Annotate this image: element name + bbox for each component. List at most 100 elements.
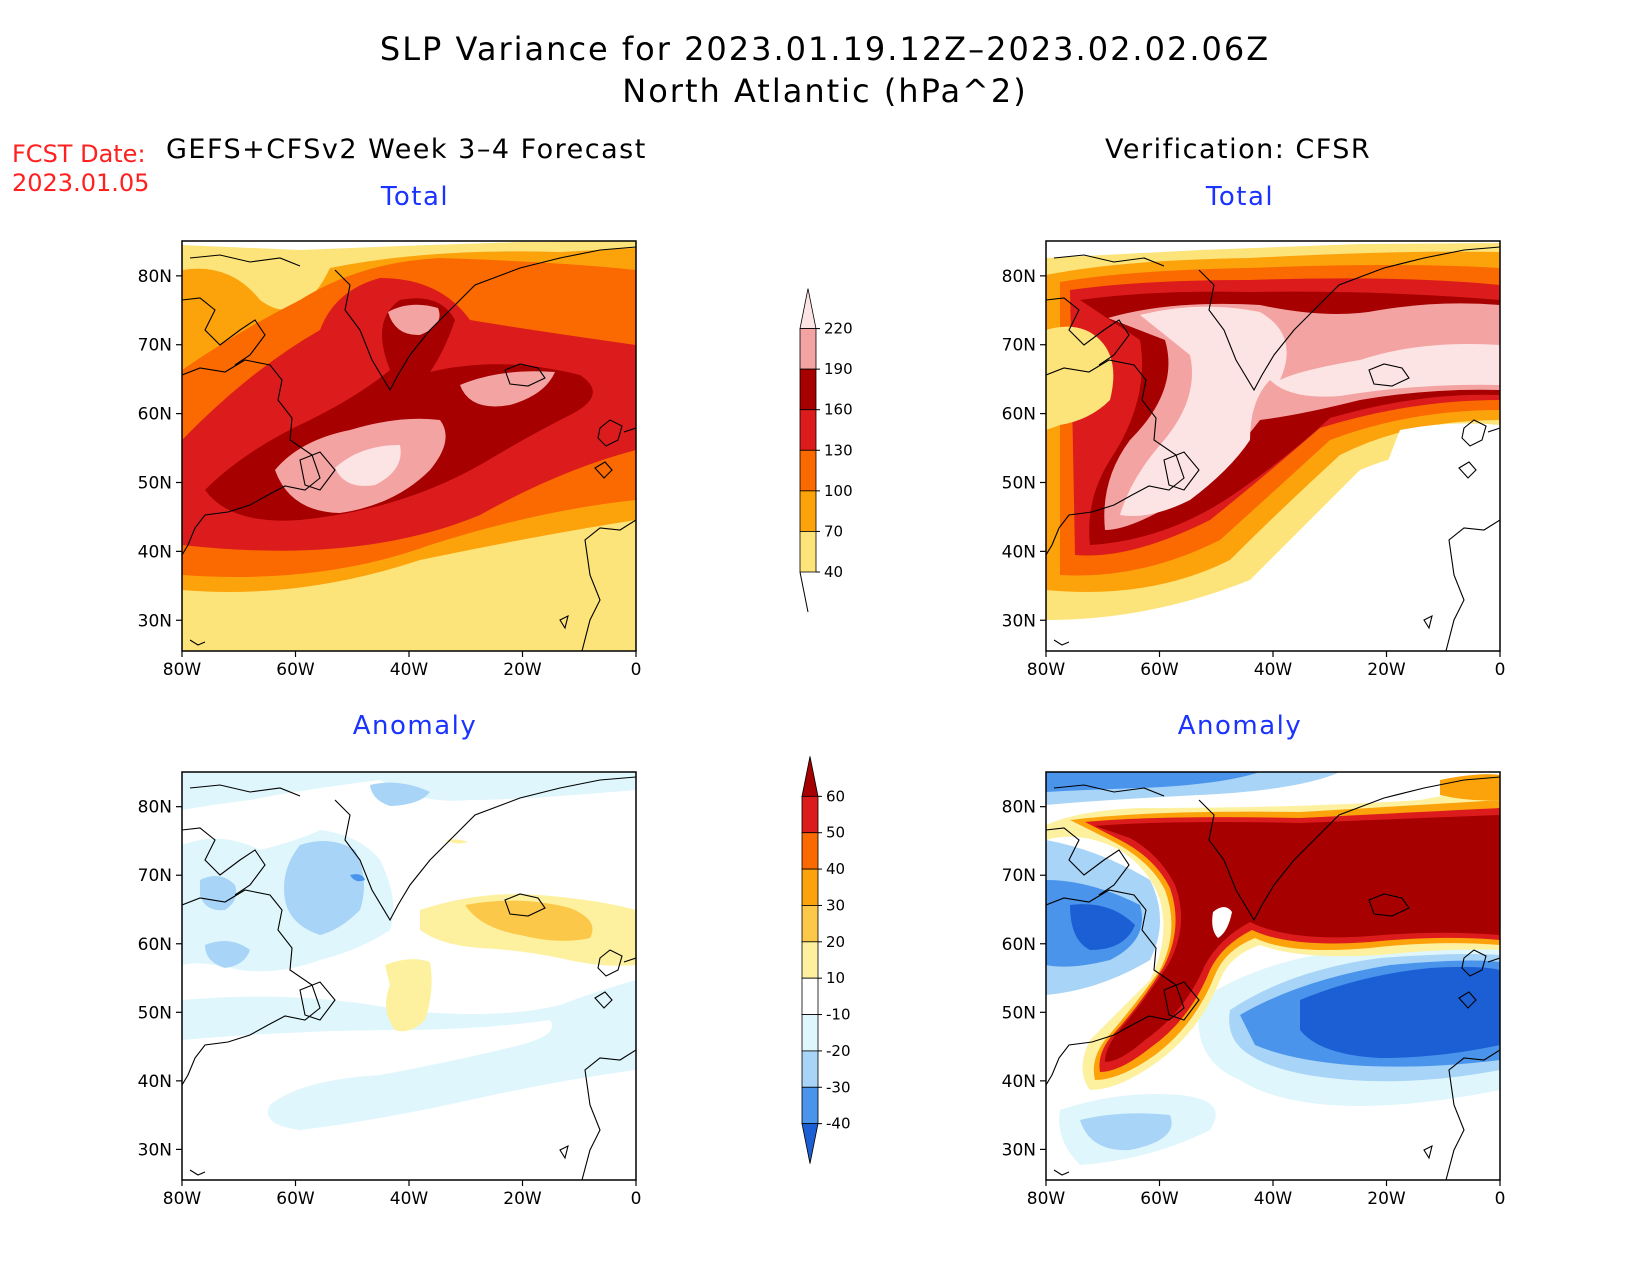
forecast-total-title: Total — [380, 182, 450, 212]
forecast-anomaly-title: Anomaly — [352, 711, 478, 741]
lon-tick-label: 60W — [1140, 660, 1179, 680]
colorbar-label: 40 — [826, 860, 845, 878]
lat-tick-label: 60N — [138, 935, 172, 955]
lon-tick-label: 20W — [1367, 660, 1406, 680]
colorbar-label: 50 — [826, 824, 845, 842]
lon-tick-label: 20W — [503, 660, 542, 680]
forecast-anomaly-panel — [181, 771, 637, 1181]
lon-tick-label: 20W — [503, 1189, 542, 1209]
lat-tick-label: 60N — [1002, 935, 1036, 955]
colorbar-label: -40 — [826, 1115, 851, 1133]
colorbar-label: 30 — [826, 896, 845, 914]
lon-tick-label: 40W — [1254, 660, 1293, 680]
colorbar-label: -30 — [826, 1078, 851, 1096]
verification-total-field — [1046, 241, 1500, 651]
lat-tick-label: 40N — [1002, 542, 1036, 562]
colorbar-label: -10 — [826, 1006, 851, 1024]
total-colorbar: 220 190 160 130 100 70 40 — [799, 288, 853, 613]
colorbar-label: 160 — [824, 401, 853, 419]
verification-anomaly-field — [1046, 772, 1500, 1180]
lon-tick-label: 60W — [276, 1189, 315, 1209]
lat-tick-label: 80N — [138, 798, 172, 818]
lon-tick-label: 80W — [1027, 1189, 1066, 1209]
lon-tick-label: 40W — [390, 1189, 429, 1209]
colorbar-label: 130 — [824, 441, 853, 459]
anomaly-colorbar: 60 50 40 30 20 10 -10 -20 -30 -40 — [801, 756, 851, 1164]
verification-total-title: Total — [1205, 182, 1275, 212]
colorbar-segment — [801, 1086, 819, 1125]
verification-anomaly-title: Anomaly — [1177, 711, 1303, 741]
lon-tick-label: 0 — [631, 660, 642, 680]
colorbar-label: 60 — [826, 787, 845, 805]
colorbar-segment — [801, 756, 819, 797]
colorbar-segment — [799, 409, 817, 451]
forecast-column-header: GEFS+CFSv2 Week 3–4 Forecast — [166, 134, 647, 165]
colorbar-segment — [799, 449, 817, 492]
lat-tick-label: 50N — [1002, 1003, 1036, 1023]
colorbar-segment — [801, 795, 819, 834]
lon-tick-label: 0 — [1495, 1189, 1506, 1209]
colorbar-segment — [801, 905, 819, 943]
colorbar-segment — [801, 941, 819, 979]
lat-tick-label: 30N — [1002, 1140, 1036, 1160]
lat-tick-label: 40N — [1002, 1072, 1036, 1092]
colorbar-label: 100 — [824, 482, 853, 500]
colorbar-segment — [801, 977, 819, 1015]
fcst-date-block: FCST Date: 2023.01.05 — [12, 140, 149, 198]
colorbar-segment — [799, 368, 817, 411]
forecast-anomaly-field — [182, 772, 636, 1180]
figure-title: SLP Variance for 2023.01.19.12Z–2023.02.… — [379, 30, 1271, 68]
lon-tick-label: 80W — [163, 1189, 202, 1209]
fcst-date-label: FCST Date: — [12, 140, 146, 168]
verification-column-header: Verification: CFSR — [1105, 134, 1372, 165]
lat-tick-label: 40N — [138, 542, 172, 562]
lat-tick-label: 70N — [138, 866, 172, 886]
colorbar-segment — [799, 490, 817, 532]
map-axes: 80N 70N 60N 50N 40N 30N 80W 60W 40W 20W 0 80N 70N 60N… — [138, 267, 1506, 1209]
figure-subtitle: North Atlantic (hPa^2) — [622, 72, 1028, 110]
lon-tick-label: 60W — [276, 660, 315, 680]
colorbar-label: 10 — [826, 969, 845, 987]
colorbar-lower-tip — [799, 571, 809, 613]
colorbar-segment — [799, 531, 817, 573]
colorbar-segment — [801, 1014, 819, 1052]
lon-tick-label: 40W — [1254, 1189, 1293, 1209]
lat-tick-label: 70N — [138, 336, 172, 356]
lat-tick-label: 80N — [138, 267, 172, 287]
lon-tick-label: 0 — [1495, 660, 1506, 680]
lat-tick-label: 30N — [138, 611, 172, 631]
lat-tick-label: 80N — [1002, 798, 1036, 818]
lon-tick-label: 80W — [163, 660, 202, 680]
forecast-total-field — [182, 241, 636, 651]
forecast-total-panel — [181, 240, 637, 652]
lat-tick-label: 70N — [1002, 866, 1036, 886]
lat-tick-label: 60N — [138, 405, 172, 425]
fcst-date-value: 2023.01.05 — [12, 169, 150, 197]
colorbar-label: 40 — [824, 563, 843, 581]
colorbar-label: -20 — [826, 1042, 851, 1060]
colorbar-segment — [801, 832, 819, 870]
lat-tick-label: 70N — [1002, 336, 1036, 356]
colorbar-label: 190 — [824, 360, 853, 378]
lat-tick-label: 30N — [138, 1140, 172, 1160]
colorbar-segment — [801, 1050, 819, 1088]
lon-tick-label: 20W — [1367, 1189, 1406, 1209]
lon-tick-label: 60W — [1140, 1189, 1179, 1209]
lat-tick-label: 50N — [138, 1003, 172, 1023]
colorbar-label: 20 — [826, 933, 845, 951]
lon-tick-label: 80W — [1027, 660, 1066, 680]
lat-tick-label: 50N — [1002, 473, 1036, 493]
lon-tick-label: 0 — [631, 1189, 642, 1209]
colorbar-label: 220 — [824, 320, 853, 338]
lat-tick-label: 60N — [1002, 405, 1036, 425]
colorbar-label: 70 — [824, 522, 843, 540]
lat-tick-label: 80N — [1002, 267, 1036, 287]
lat-tick-label: 40N — [138, 1072, 172, 1092]
verification-total-panel — [1045, 240, 1501, 652]
colorbar-segment — [801, 868, 819, 906]
lat-tick-label: 50N — [138, 473, 172, 493]
verification-anomaly-panel — [1045, 771, 1501, 1181]
lon-tick-label: 40W — [390, 660, 429, 680]
colorbar-segment — [799, 328, 817, 370]
